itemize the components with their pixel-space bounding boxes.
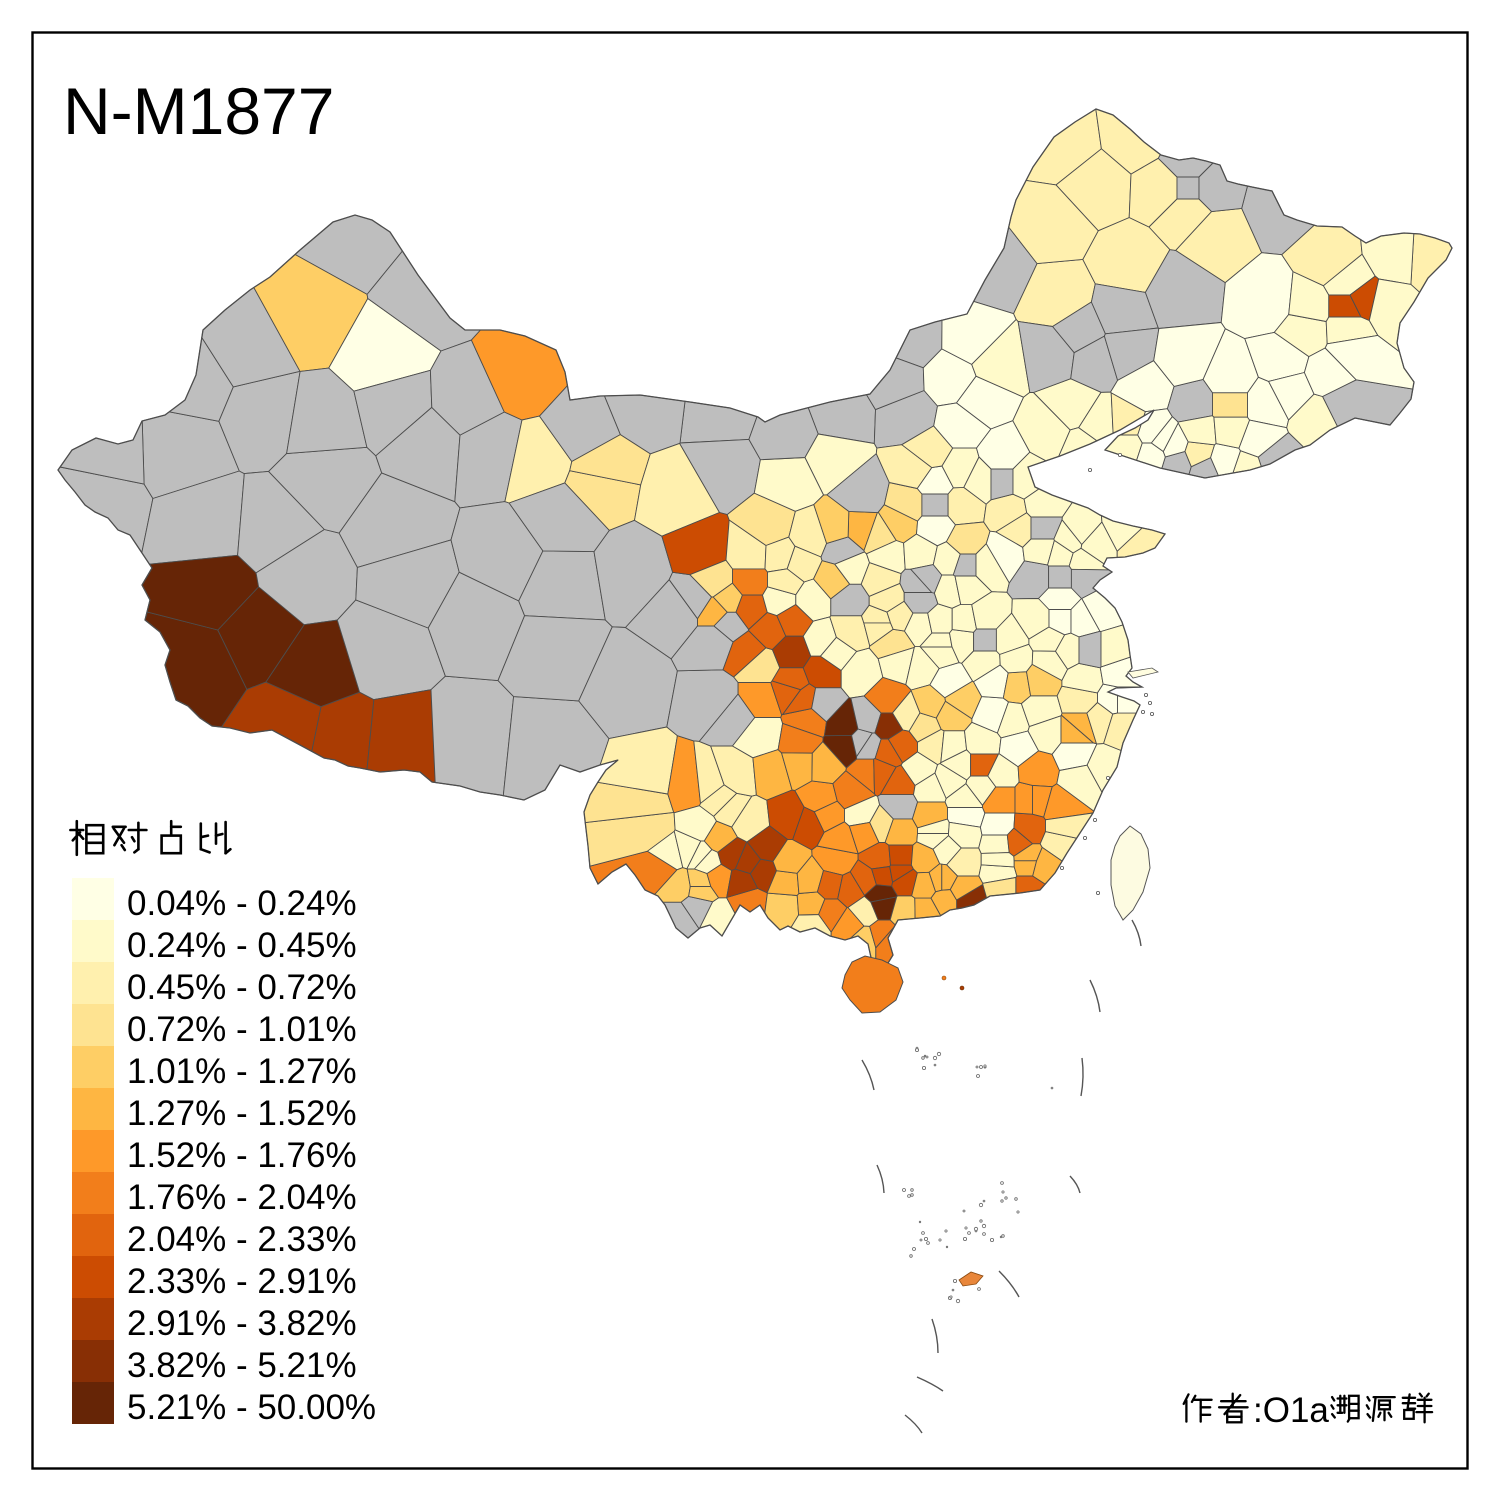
- svg-text::O1a: :O1a: [1253, 1391, 1329, 1430]
- svg-text:1.76% - 2.04%: 1.76% - 2.04%: [127, 1178, 357, 1217]
- svg-text:3.82% - 5.21%: 3.82% - 5.21%: [127, 1346, 357, 1385]
- svg-text:0.04% - 0.24%: 0.04% - 0.24%: [127, 884, 357, 923]
- svg-text:1.52% - 1.76%: 1.52% - 1.76%: [127, 1136, 357, 1175]
- svg-text:2.91% - 3.82%: 2.91% - 3.82%: [127, 1304, 357, 1343]
- svg-text:1.27% - 1.52%: 1.27% - 1.52%: [127, 1094, 357, 1133]
- svg-text:0.45% - 0.72%: 0.45% - 0.72%: [127, 968, 357, 1007]
- svg-text:0.72% - 1.01%: 0.72% - 1.01%: [127, 1010, 357, 1049]
- svg-text:2.04% - 2.33%: 2.04% - 2.33%: [127, 1220, 357, 1259]
- svg-text:5.21% - 50.00%: 5.21% - 50.00%: [127, 1388, 376, 1427]
- svg-text:2.33% - 2.91%: 2.33% - 2.91%: [127, 1262, 357, 1301]
- svg-text:N-M1877: N-M1877: [63, 74, 334, 148]
- svg-text:1.01% - 1.27%: 1.01% - 1.27%: [127, 1052, 357, 1091]
- svg-text:0.24% - 0.45%: 0.24% - 0.45%: [127, 926, 357, 965]
